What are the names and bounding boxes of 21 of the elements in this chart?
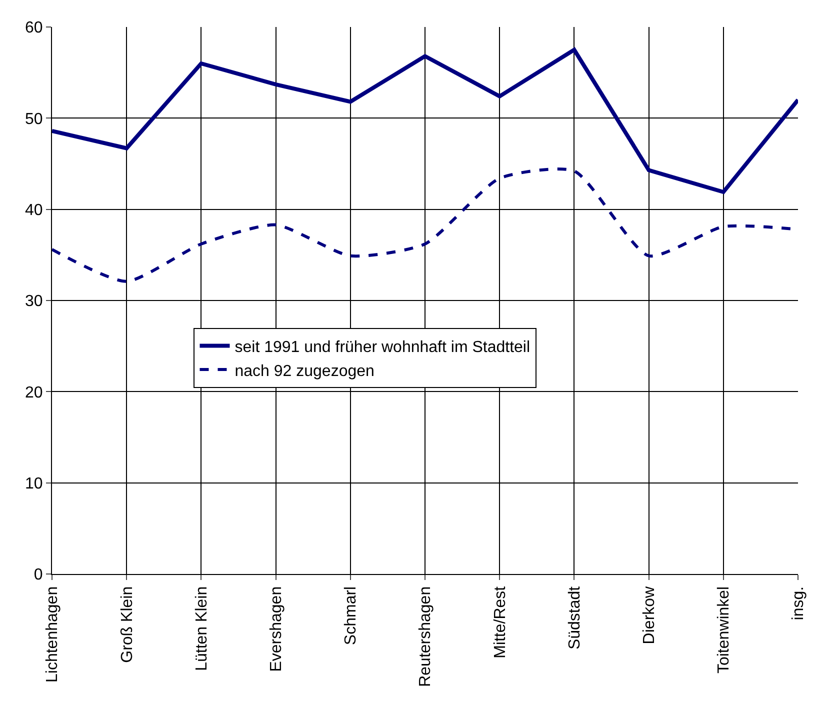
y-tick-label: 30 <box>25 293 43 310</box>
x-tick-label: Evershagen <box>268 586 285 672</box>
x-tick-label: Lütten Klein <box>193 586 210 671</box>
x-tick-label: insg. <box>790 586 808 620</box>
x-tick-label: Dierkow <box>641 586 658 644</box>
x-tick-label: Südstadt <box>566 586 584 650</box>
x-tick-label: Groß Klein <box>118 586 136 663</box>
y-tick-label: 0 <box>34 566 43 584</box>
line-series <box>52 48 798 194</box>
y-tick-label: 50 <box>25 110 43 128</box>
x-tick-label: Toitenwinkel <box>716 586 733 674</box>
y-tick-label: 60 <box>25 20 43 37</box>
legend-label: seit 1991 und früher wohnhaft im Stadtteil <box>234 338 530 356</box>
y-tick-label: 40 <box>25 202 43 219</box>
legend-label: nach 92 zugezogen <box>234 362 374 380</box>
x-tick-label: Schmarl <box>342 586 360 646</box>
x-tick-label: Reutershagen <box>417 586 434 687</box>
x-tick-label: Lichtenhagen <box>44 586 62 682</box>
y-tick-label: 10 <box>25 475 43 492</box>
y-tick-label: 20 <box>25 384 43 402</box>
x-tick-label: Mitte/Rest <box>492 586 509 658</box>
